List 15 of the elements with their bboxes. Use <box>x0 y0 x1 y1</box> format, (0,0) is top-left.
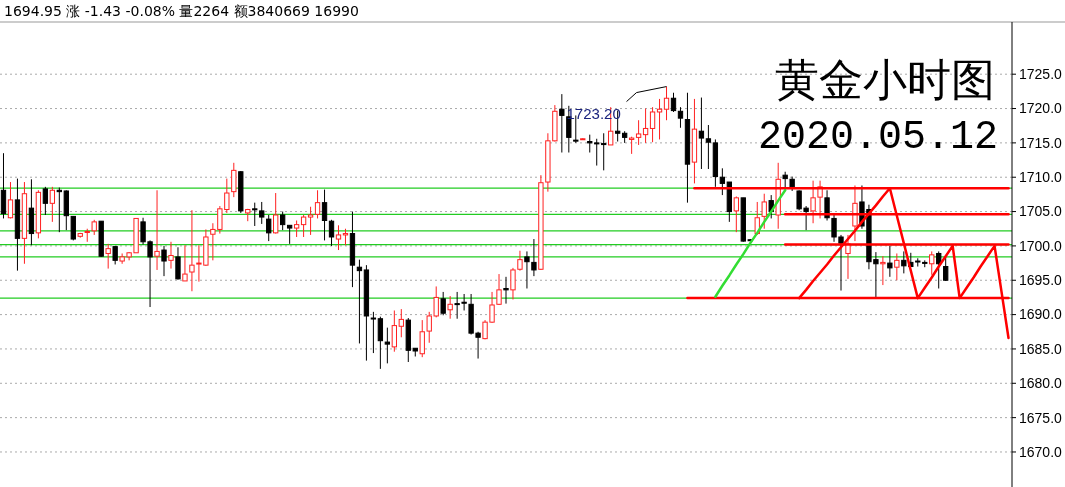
y-tick-label: 1705.0 <box>1019 203 1063 220</box>
y-tick-label: 1695.0 <box>1019 272 1063 289</box>
y-tick-label: 1690.0 <box>1019 306 1063 323</box>
y-tick-label: 1700.0 <box>1019 237 1063 254</box>
y-tick-label: 1680.0 <box>1019 375 1063 392</box>
y-tick-label: 1725.0 <box>1019 66 1063 83</box>
text: 1694.95 涨 -1.43 -0.08% 量2264 额3840669 16990 <box>4 3 359 19</box>
y-tick-label: 1720.0 <box>1019 100 1063 117</box>
text: 黄金小时图 <box>775 54 995 105</box>
text: 2020.05.12 <box>757 115 998 160</box>
y-tick-label: 1675.0 <box>1019 409 1063 426</box>
y-tick-label: 1710.0 <box>1019 169 1063 186</box>
y-tick-label: 1685.0 <box>1019 340 1063 357</box>
y-tick-label: 1715.0 <box>1019 134 1063 151</box>
y-tick-label: 1670.0 <box>1019 443 1063 460</box>
